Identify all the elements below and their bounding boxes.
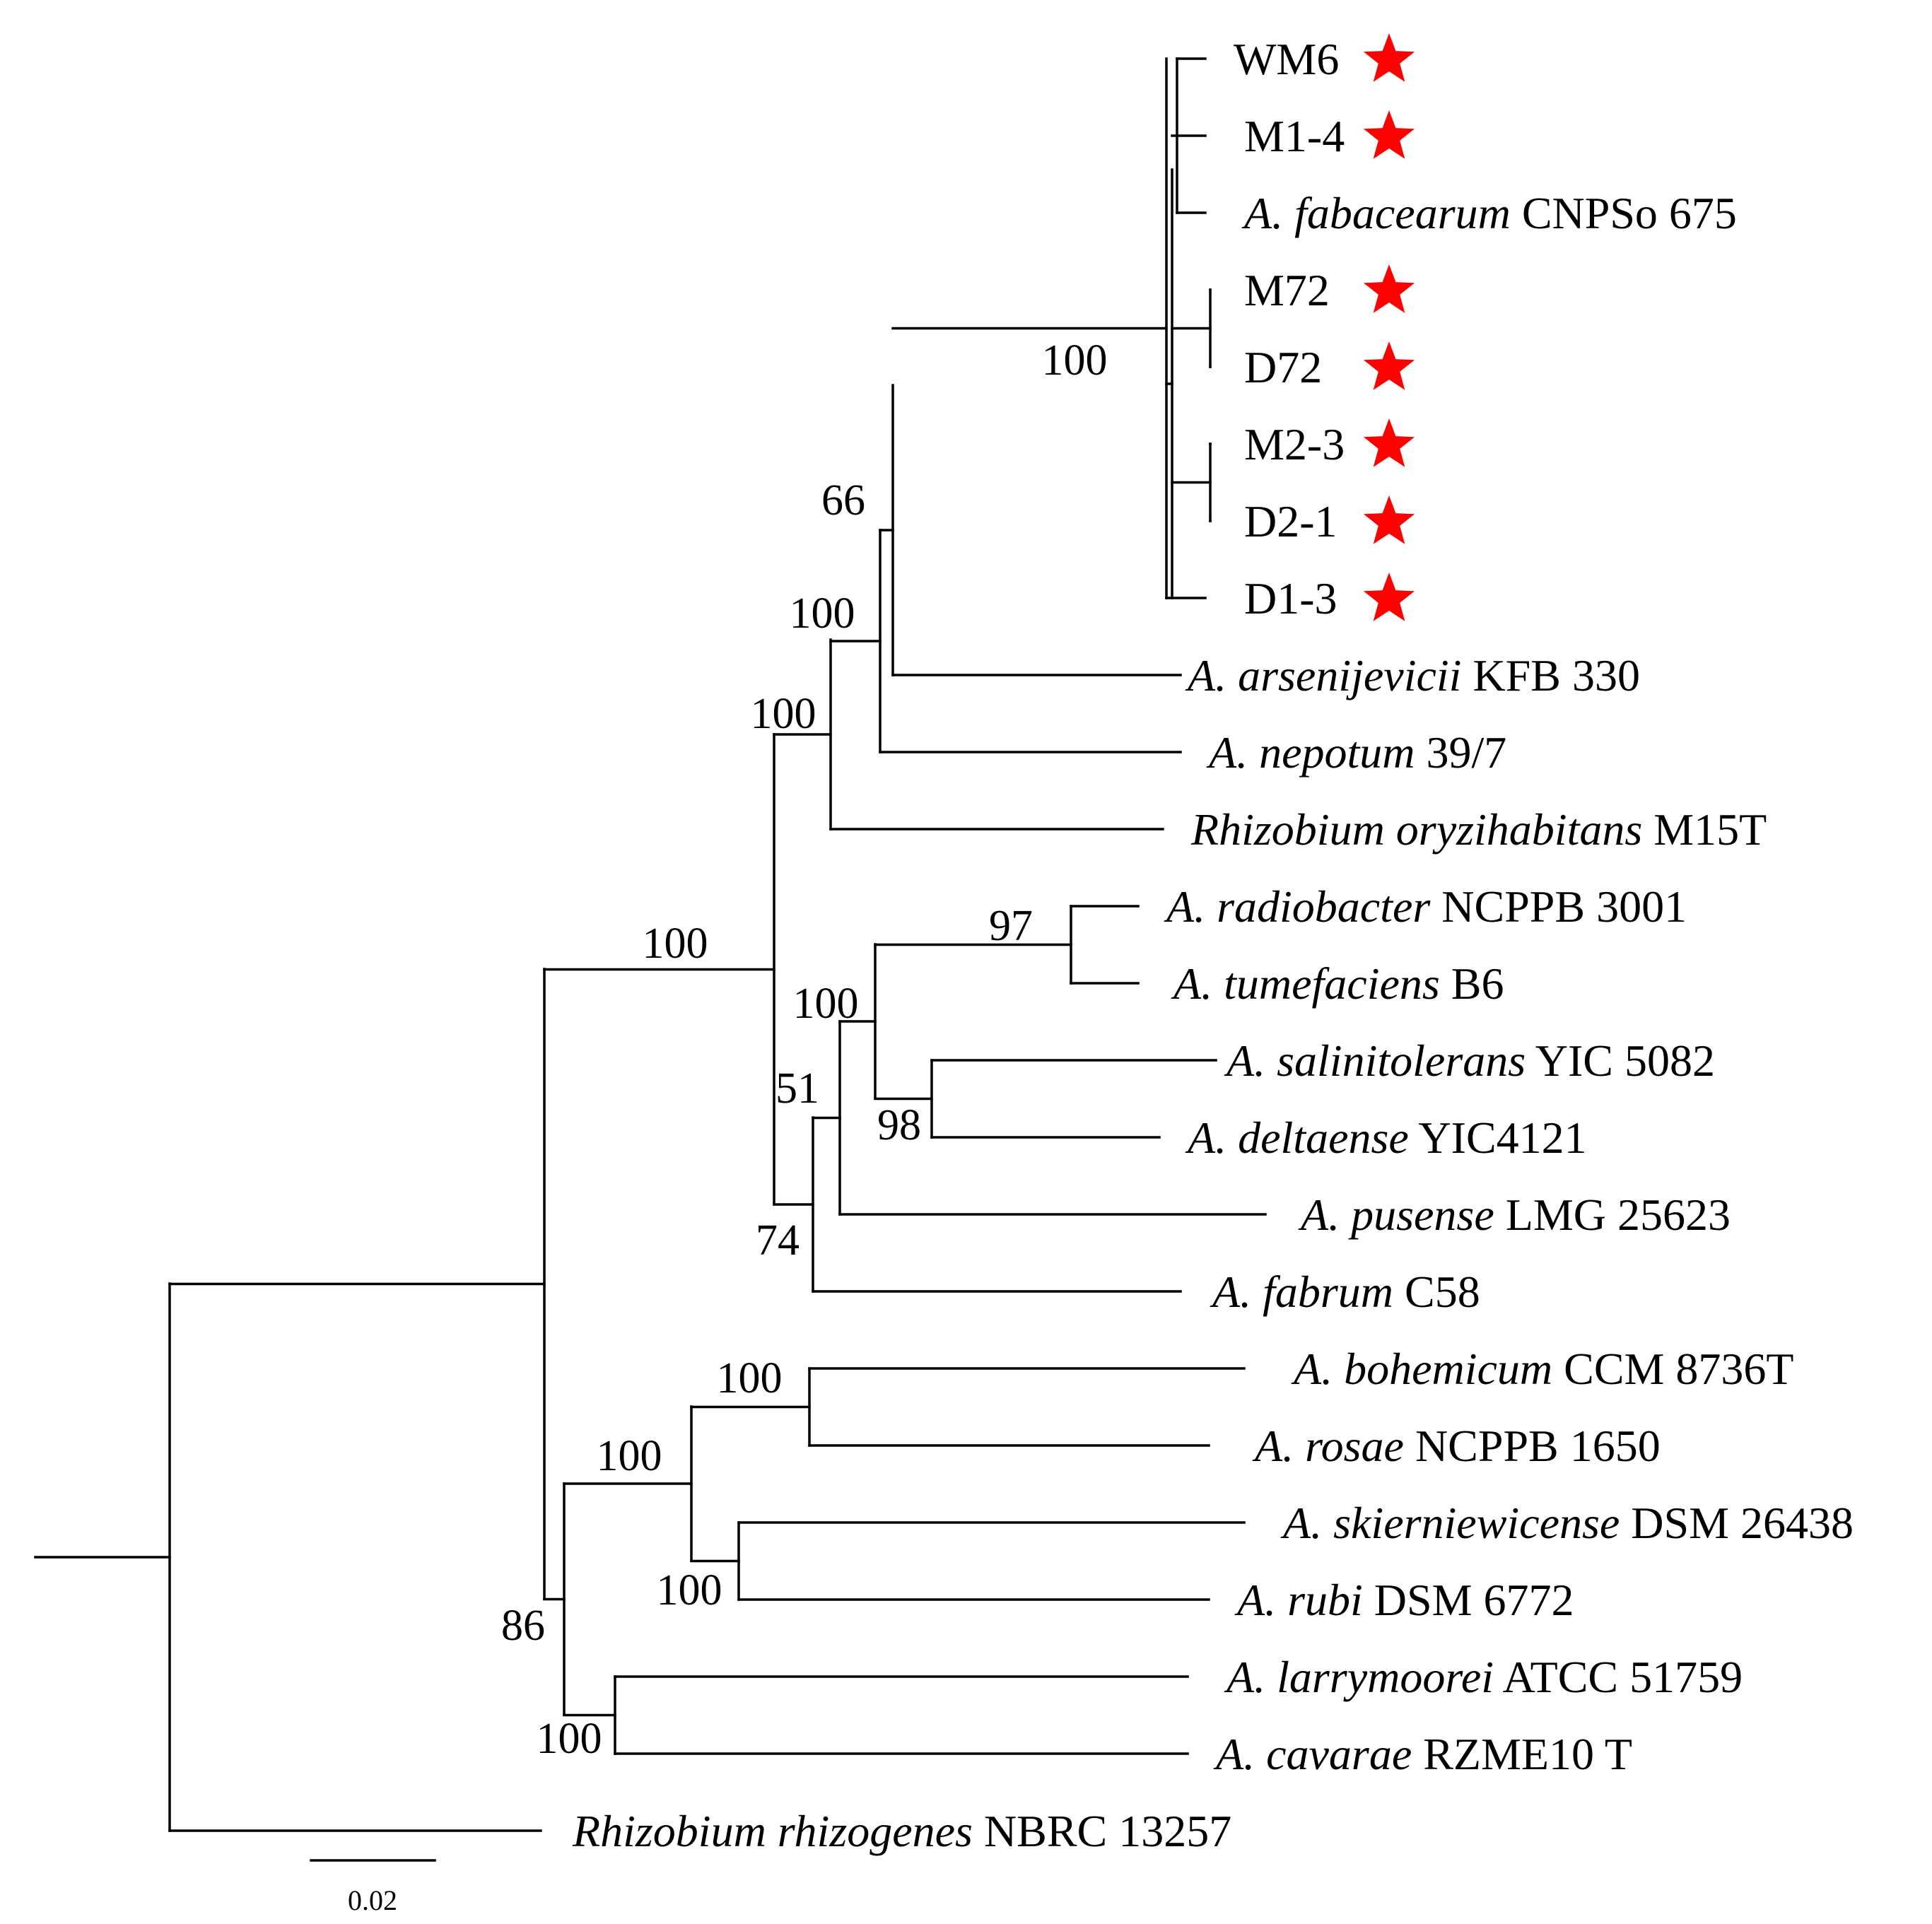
highlight-star-icon [1363,573,1415,621]
taxon-species-name: A. larrymoorei [1224,1652,1494,1702]
taxon-strain: NCPPB 1650 [1404,1421,1661,1471]
bootstrap-value: 100 [657,1566,722,1614]
taxon-species-name: A. cavarae [1213,1729,1412,1779]
bootstrap-value: 66 [821,476,865,524]
highlight-star-icon [1363,341,1415,390]
bootstrap-value: 51 [775,1064,819,1113]
scale-bar-label: 0.02 [348,1884,397,1916]
bootstrap-value: 100 [643,920,708,968]
highlight-star-icon [1363,495,1415,544]
taxon-strain: NCPPB 3001 [1430,881,1687,932]
taxon-strain: C58 [1393,1267,1480,1317]
taxon-strain: ATCC 51759 [1494,1652,1743,1702]
highlight-star-icon [1363,264,1415,313]
taxon-strain: DSM 26438 [1620,1498,1854,1548]
taxon-strain: CCM 8736T [1552,1344,1793,1394]
taxon-species-name: Rhizobium rhizogenes [572,1806,973,1856]
taxon-strain: WM6 [1234,34,1339,84]
taxon-label: A. cavarae RZME10 T [1213,1729,1632,1779]
tree-branches [34,57,1267,1832]
bootstrap-value: 98 [877,1101,921,1149]
taxon-species-name: A. fabacearum [1241,188,1511,238]
bootstrap-value: 100 [793,980,859,1028]
taxon-species-name: A. arsenijevicii [1185,650,1461,700]
taxon-label: D1-3 [1244,573,1337,623]
bootstrap-value: 100 [537,1715,602,1763]
taxon-strain: LMG 25623 [1494,1190,1731,1240]
taxon-label: A. fabrum C58 [1210,1267,1480,1317]
taxon-label: A. radiobacter NCPPB 3001 [1164,881,1687,932]
taxon-label: M1-4 [1244,111,1345,161]
taxon-species-name: A. fabrum [1210,1267,1393,1317]
taxon-strain: CNPSo 675 [1511,188,1737,238]
taxon-strain: D72 [1244,342,1322,392]
taxon-strain: D1-3 [1244,573,1337,623]
taxon-label: Rhizobium oryzihabitans M15T [1190,804,1767,855]
highlight-star-icon [1363,33,1415,82]
taxon-species-name: A. bohemicum [1291,1344,1552,1394]
bootstrap-value: 100 [597,1432,662,1480]
bootstrap-value: 100 [717,1354,783,1402]
taxon-strain: KFB 330 [1461,650,1640,700]
taxon-species-name: A. rubi [1234,1575,1363,1625]
taxon-species-name: A. pusense [1298,1190,1494,1240]
highlight-star-icon [1363,110,1415,159]
taxon-label: A. tumefaciens B6 [1171,958,1504,1009]
taxon-label: A. larrymoorei ATCC 51759 [1224,1652,1743,1702]
bootstrap-value: 100 [1042,336,1108,385]
taxon-species-name: A. radiobacter [1164,881,1431,932]
taxon-strain: M15T [1642,804,1767,855]
taxon-species-name: A. deltaense [1185,1113,1409,1163]
taxon-label: A. fabacearum CNPSo 675 [1241,188,1737,238]
taxon-species-name: A. rosae [1252,1421,1404,1471]
taxon-species-name: A. salinitolerans [1224,1036,1526,1086]
taxon-strain: DSM 6772 [1363,1575,1574,1625]
bootstrap-value: 100 [790,589,855,638]
bootstrap-value: 97 [989,902,1033,950]
taxon-species-name: A. nepotum [1206,727,1415,778]
taxon-species-name: Rhizobium oryzihabitans [1190,804,1642,855]
taxon-label: A. deltaense YIC4121 [1185,1113,1587,1163]
taxon-label: A. salinitolerans YIC 5082 [1224,1036,1715,1086]
taxon-label: D2-1 [1244,496,1337,546]
taxon-strain: NBRC 13257 [973,1806,1231,1856]
taxon-label: A. pusense LMG 25623 [1298,1190,1731,1240]
taxon-label: D72 [1244,342,1322,392]
taxon-strain: YIC4121 [1409,1113,1587,1163]
taxon-labels: WM6 M1-4 A. fabacearum CNPSo 675 M72 D72 M2-3… [572,33,1854,1856]
taxon-strain: YIC 5082 [1526,1036,1715,1086]
taxon-strain: D2-1 [1244,496,1337,546]
taxon-label: A. nepotum 39/7 [1206,727,1506,778]
taxon-label: Rhizobium rhizogenes NBRC 13257 [572,1806,1231,1856]
taxon-strain: B6 [1440,958,1504,1009]
taxon-label: A. bohemicum CCM 8736T [1291,1344,1794,1394]
taxon-species-name: A. tumefaciens [1171,958,1440,1009]
taxon-label: A. rubi DSM 6772 [1234,1575,1574,1625]
taxon-strain: M2-3 [1244,419,1345,469]
taxon-strain: M1-4 [1244,111,1345,161]
bootstrap-labels: 100 66 100 100 100 97 98 100 51 74 100 100 100 100 86 [501,336,1108,1763]
taxon-species-name: A. skierniewicense [1280,1498,1620,1548]
bootstrap-value: 86 [501,1602,545,1650]
bootstrap-value: 74 [756,1216,800,1265]
taxon-label: WM6 [1234,34,1339,84]
taxon-label: A. arsenijevicii KFB 330 [1185,650,1640,700]
taxon-label: M72 [1244,265,1330,315]
taxon-label: A. skierniewicense DSM 26438 [1280,1498,1854,1548]
bootstrap-value: 100 [751,690,816,738]
taxon-strain: 39/7 [1415,727,1507,778]
highlight-star-icon [1363,418,1415,467]
taxon-label: A. rosae NCPPB 1650 [1252,1421,1661,1471]
taxon-strain: M72 [1244,265,1330,315]
scale-bar: 0.02 [310,1859,436,1916]
taxon-label: M2-3 [1244,419,1345,469]
taxon-strain: RZME10 T [1412,1729,1632,1779]
